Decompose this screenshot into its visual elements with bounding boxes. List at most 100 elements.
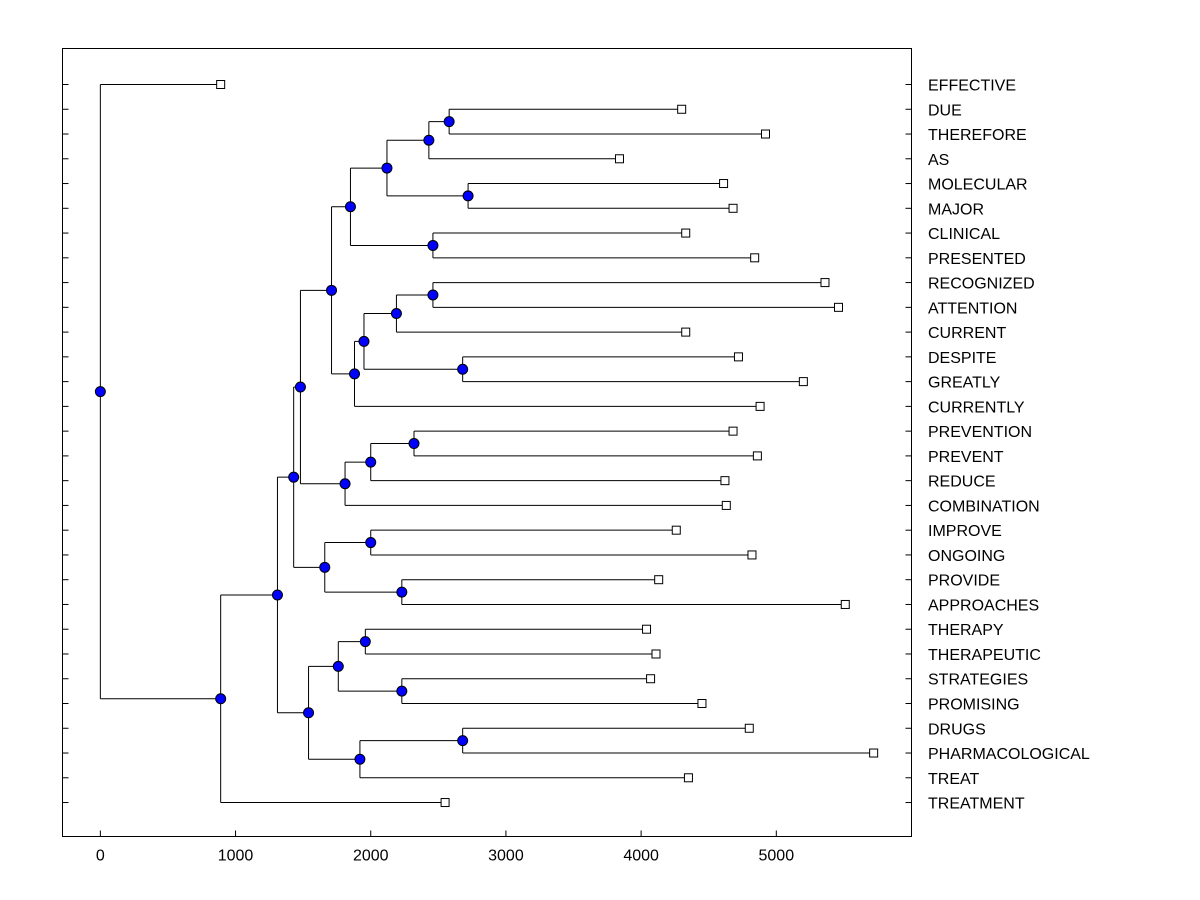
leaf-label: APPROACHES [928, 597, 1039, 614]
node-marker [294, 381, 306, 393]
x-axis: 0 1000 2000 3000 4000 5000 [96, 830, 795, 865]
node-marker [365, 456, 377, 468]
leaf-label: PREVENTION [928, 424, 1032, 441]
x-tick-label: 3000 [488, 848, 524, 865]
leaf-marker [719, 179, 729, 189]
leaf-label: EFFECTIVE [928, 78, 1016, 95]
leaf-label: ONGOING [928, 548, 1005, 565]
leaf-label: CURRENT [928, 325, 1006, 342]
leaf-marker [642, 624, 652, 634]
leaf-marker [728, 426, 738, 436]
node-marker [332, 660, 344, 672]
leaf-label: COMBINATION [928, 498, 1040, 515]
leaf-label: PHARMACOLOGICAL [928, 746, 1090, 763]
leaf-marker [760, 129, 770, 139]
leaf-marker [733, 352, 743, 362]
x-tick-label: 1000 [218, 848, 254, 865]
leaf-marker [654, 575, 664, 585]
leaf-marker [750, 253, 760, 263]
leaf-marker [747, 550, 757, 560]
leaf-marker [728, 203, 738, 213]
leaf-label: REDUCE [928, 474, 996, 491]
leaf-marker [755, 401, 765, 411]
leaf-label: DUE [928, 102, 962, 119]
leaf-marker [677, 104, 687, 114]
node-marker [339, 478, 351, 490]
leaf-label: DRUGS [928, 721, 986, 738]
leaf-marker [216, 80, 226, 89]
node-marker [457, 735, 469, 747]
node-marker [359, 636, 371, 648]
leaf-marker [840, 599, 850, 609]
x-tick-label: 0 [96, 848, 105, 865]
leaf-marker [681, 228, 691, 238]
leaf-label: MOLECULAR [928, 177, 1028, 194]
node-marker [443, 116, 455, 128]
node-marker [326, 284, 338, 296]
leaf-label: PRESENTED [928, 251, 1026, 268]
leaf-label: PROMISING [928, 697, 1020, 714]
leaf-markers [216, 80, 879, 808]
leaf-marker [721, 500, 731, 510]
x-tick-label: 4000 [623, 848, 659, 865]
leaf-marker [683, 773, 693, 783]
plot-frame [62, 48, 912, 837]
node-markers [94, 116, 474, 765]
leaf-label: STRATEGIES [928, 672, 1028, 689]
node-marker [319, 561, 331, 573]
node-marker [271, 589, 283, 601]
node-marker [408, 438, 420, 450]
node-marker [358, 335, 370, 347]
leaf-marker [671, 525, 681, 535]
leaf-marker [744, 723, 754, 733]
leaf-marker [440, 798, 450, 808]
node-marker [427, 239, 439, 251]
leaf-label: THEREFORE [928, 127, 1027, 144]
node-marker [365, 537, 377, 549]
leaf-label: THERAPEUTIC [928, 647, 1041, 664]
leaf-label: DESPITE [928, 350, 996, 367]
leaf-marker [646, 674, 656, 684]
node-marker [396, 685, 408, 697]
x-tick-label: 5000 [759, 848, 795, 865]
leaf-label: AS [928, 152, 949, 169]
leaf-marker [752, 451, 762, 461]
leaf-label: IMPROVE [928, 523, 1002, 540]
node-marker [457, 363, 469, 375]
leaf-label: CLINICAL [928, 226, 1000, 243]
leaf-marker [681, 327, 691, 337]
node-marker [390, 308, 402, 320]
node-marker [303, 707, 315, 719]
node-marker [462, 190, 474, 202]
leaf-label: CURRENTLY [928, 399, 1025, 416]
leaf-label: PROVIDE [928, 573, 1000, 590]
y-ticks [62, 84, 912, 804]
node-marker [427, 289, 439, 301]
leaf-marker [869, 748, 879, 758]
branches [99, 84, 874, 804]
leaf-label: THERAPY [928, 622, 1004, 639]
leaf-marker [833, 302, 843, 312]
node-marker [354, 753, 366, 765]
node-marker [423, 134, 435, 146]
leaf-label: ATTENTION [928, 300, 1017, 317]
leaf-marker [820, 278, 830, 288]
leaf-label: TREAT [928, 771, 979, 788]
node-marker [94, 386, 106, 398]
leaf-label: RECOGNIZED [928, 276, 1035, 293]
leaf-label: TREATMENT [928, 796, 1025, 813]
leaf-label: PREVENT [928, 449, 1004, 466]
leaf-marker [720, 476, 730, 486]
node-marker [381, 162, 393, 174]
leaf-label: MAJOR [928, 201, 984, 218]
node-marker [215, 693, 227, 705]
node-marker [349, 368, 361, 380]
node-marker [396, 586, 408, 598]
x-tick-label: 2000 [353, 848, 389, 865]
leaf-marker [798, 377, 808, 387]
leaf-labels: EFFECTIVE DUE THEREFORE AS MOLECULAR MAJOR CLI… [928, 78, 1090, 813]
leaf-marker [614, 154, 624, 164]
leaf-marker [697, 699, 707, 708]
leaf-label: GREATLY [928, 375, 1001, 392]
